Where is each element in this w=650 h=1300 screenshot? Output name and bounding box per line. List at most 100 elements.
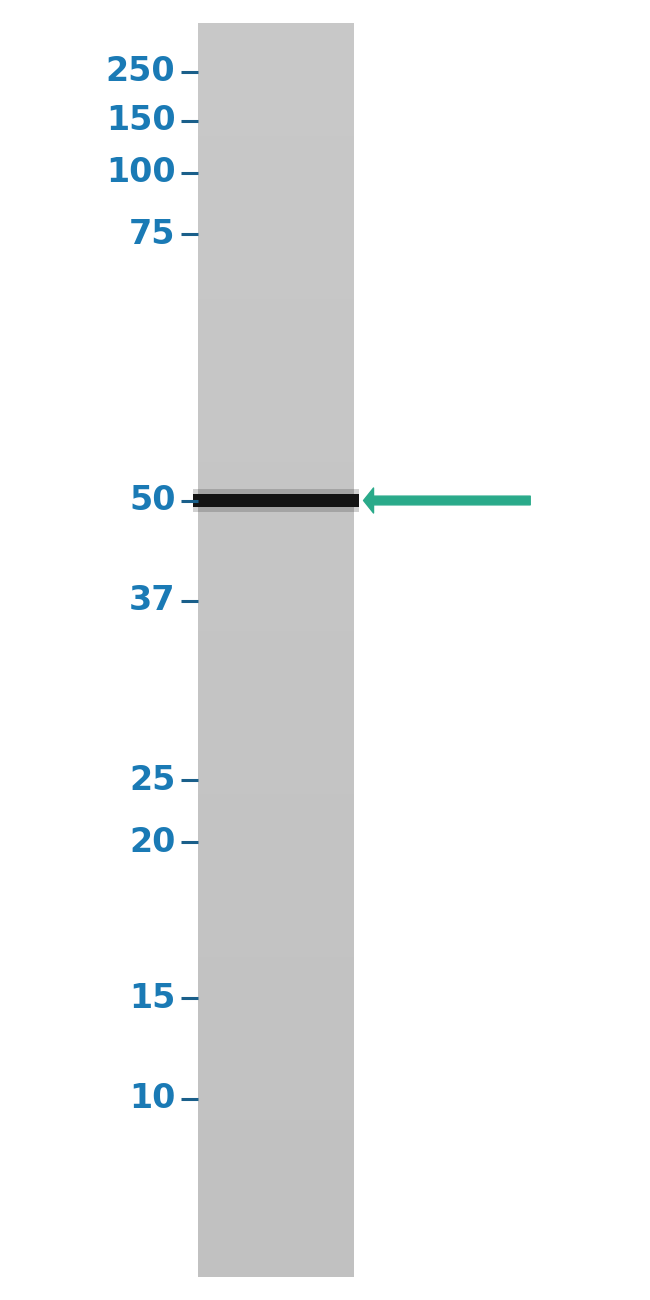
Bar xyxy=(198,456,354,461)
Bar xyxy=(198,712,354,719)
Bar xyxy=(198,105,354,110)
Bar xyxy=(198,393,354,399)
Bar xyxy=(198,1270,354,1277)
Bar xyxy=(198,243,354,250)
Bar xyxy=(198,1001,354,1008)
Bar xyxy=(198,876,354,881)
Bar xyxy=(198,688,354,694)
Bar xyxy=(198,725,354,732)
Bar xyxy=(198,474,354,481)
Bar xyxy=(198,250,354,255)
Bar xyxy=(198,650,354,656)
Bar xyxy=(198,312,354,318)
Bar xyxy=(198,632,354,637)
Bar xyxy=(198,68,354,74)
Bar xyxy=(198,92,354,99)
Bar xyxy=(198,1063,354,1070)
Bar xyxy=(198,450,354,456)
Bar xyxy=(198,155,354,161)
Text: 10: 10 xyxy=(129,1082,176,1115)
Bar xyxy=(198,1008,354,1014)
Bar xyxy=(198,737,354,744)
Bar xyxy=(198,1264,354,1270)
Bar xyxy=(198,970,354,976)
Bar xyxy=(198,1170,354,1176)
Bar xyxy=(198,656,354,663)
Bar xyxy=(198,1026,354,1032)
Bar xyxy=(198,982,354,988)
Bar xyxy=(198,268,354,274)
Bar xyxy=(198,399,354,406)
Bar xyxy=(198,355,354,361)
Bar xyxy=(198,976,354,982)
Bar xyxy=(198,181,354,186)
Text: 150: 150 xyxy=(106,104,176,138)
Bar xyxy=(198,932,354,939)
Bar xyxy=(193,489,359,494)
Bar xyxy=(198,111,354,117)
Bar xyxy=(198,512,354,519)
Bar xyxy=(198,36,354,42)
Bar xyxy=(198,30,354,36)
Bar xyxy=(198,42,354,48)
Bar xyxy=(198,801,354,806)
Bar xyxy=(198,812,354,819)
Bar xyxy=(198,117,354,124)
Bar xyxy=(198,274,354,281)
Bar xyxy=(198,563,354,568)
Bar xyxy=(198,1088,354,1095)
Bar xyxy=(198,1183,354,1190)
Bar xyxy=(198,61,354,68)
Bar xyxy=(198,668,354,675)
Bar xyxy=(198,368,354,374)
Bar xyxy=(198,907,354,913)
Bar xyxy=(198,1201,354,1208)
Bar xyxy=(198,913,354,919)
Bar xyxy=(198,224,354,230)
Bar xyxy=(198,894,354,901)
Bar xyxy=(198,55,354,61)
Bar xyxy=(198,1119,354,1126)
Bar xyxy=(198,1239,354,1245)
Bar xyxy=(198,1050,354,1057)
Bar xyxy=(198,437,354,443)
Bar xyxy=(198,1214,354,1221)
Bar xyxy=(198,1145,354,1152)
Bar xyxy=(198,556,354,563)
Bar xyxy=(198,1101,354,1108)
Bar xyxy=(198,1045,354,1050)
Bar xyxy=(198,1114,354,1119)
Bar xyxy=(198,205,354,212)
Bar xyxy=(198,1258,354,1264)
Bar xyxy=(193,494,359,507)
Bar xyxy=(198,926,354,932)
Bar xyxy=(198,663,354,668)
Bar xyxy=(198,1126,354,1132)
Bar xyxy=(198,1164,354,1170)
Bar xyxy=(198,381,354,387)
Bar xyxy=(198,963,354,970)
Bar xyxy=(198,506,354,512)
Bar xyxy=(198,1070,354,1076)
Bar xyxy=(198,530,354,537)
Bar xyxy=(198,481,354,488)
Bar xyxy=(198,1019,354,1026)
Bar xyxy=(198,888,354,894)
Bar xyxy=(198,844,354,850)
Bar xyxy=(198,499,354,506)
Text: 75: 75 xyxy=(129,217,176,251)
Bar xyxy=(198,625,354,632)
Bar xyxy=(198,143,354,148)
Bar xyxy=(198,1039,354,1045)
Bar xyxy=(198,568,354,575)
Bar xyxy=(198,525,354,530)
Bar xyxy=(198,1132,354,1139)
Bar xyxy=(198,770,354,775)
Bar xyxy=(198,850,354,857)
Bar xyxy=(198,957,354,963)
Bar xyxy=(198,217,354,224)
Bar xyxy=(198,706,354,712)
Bar xyxy=(198,681,354,688)
Bar xyxy=(198,919,354,926)
Bar xyxy=(198,462,354,468)
